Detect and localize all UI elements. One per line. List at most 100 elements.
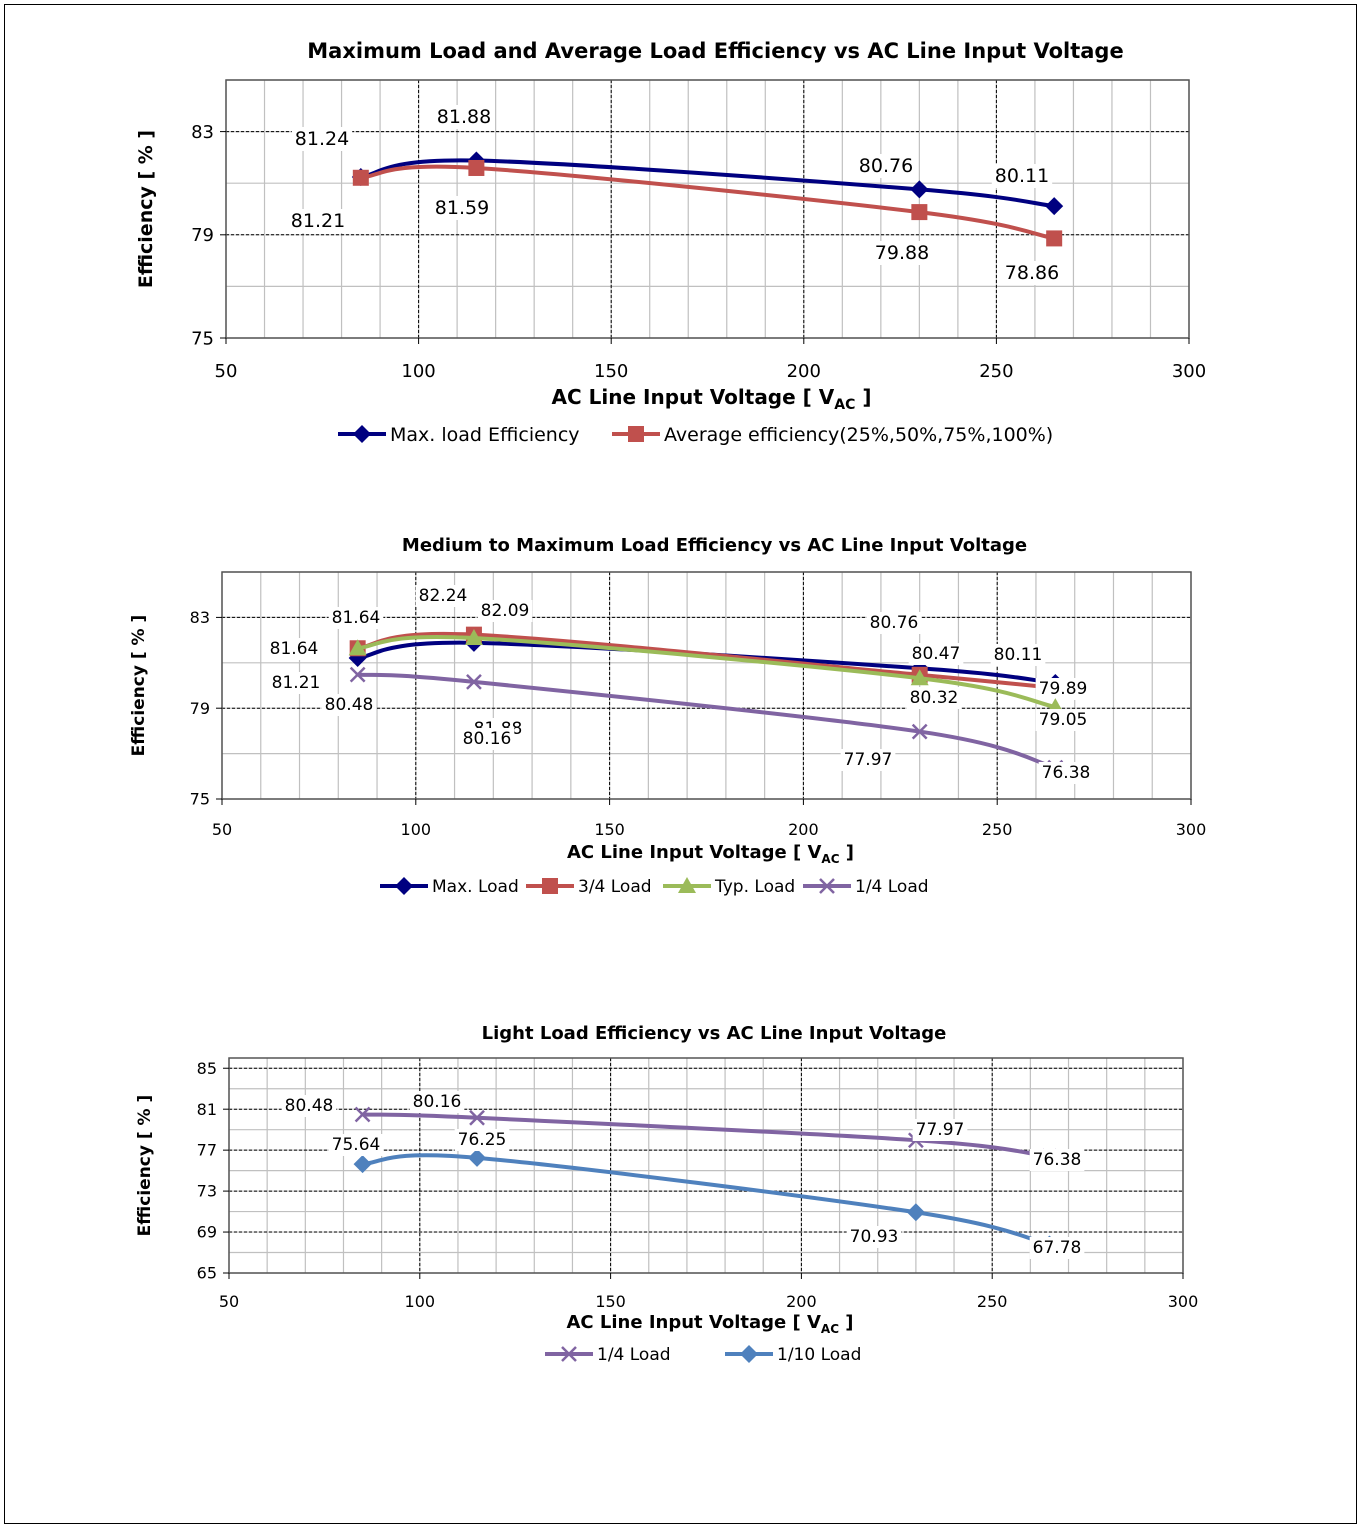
x-axis-title: AC Line Input Voltage [ VAC ]	[552, 385, 872, 413]
data-label: 81.59	[435, 197, 489, 219]
data-point	[911, 723, 928, 740]
x-tick-label: 300	[1172, 361, 1206, 382]
legend-marker	[678, 877, 696, 893]
legend-label: Average efficiency(25%,50%,75%,100%)	[664, 424, 1053, 446]
data-label-bg	[415, 585, 471, 607]
legend: 1/4 Load 1/10 Load	[545, 1345, 861, 1365]
data-label-bg	[866, 612, 922, 634]
legend-item: 1/4 Load	[803, 877, 929, 897]
legend: Max. Load 3/4 Load Typ. Load 1/4 Load	[380, 877, 929, 897]
data-label: 75.64	[332, 1135, 381, 1155]
y-tick-label: 75	[191, 328, 214, 349]
legend-label: 1/10 Load	[777, 1345, 861, 1365]
data-label: 79.05	[1039, 710, 1088, 730]
data-label-bg	[433, 105, 495, 129]
x-tick-label: 250	[982, 820, 1013, 839]
data-label-bg	[1001, 261, 1063, 285]
series-line	[355, 634, 1058, 710]
data-point	[910, 180, 929, 199]
data-point	[469, 1109, 485, 1126]
data-label-bg	[840, 749, 896, 771]
data-point	[911, 204, 928, 221]
data-label: 81.21	[291, 210, 345, 232]
y-tick-label: 77	[197, 1141, 217, 1160]
x-tick-label: 250	[977, 1292, 1008, 1311]
data-label-bg	[908, 643, 964, 665]
data-label: 70.93	[850, 1227, 899, 1247]
data-label: 80.16	[413, 1092, 462, 1112]
x-tick-label: 150	[595, 1292, 626, 1311]
data-label: 80.11	[995, 165, 1049, 187]
y-tick-label: 69	[197, 1223, 217, 1242]
data-label: 81.24	[295, 128, 349, 150]
x-axis-title: AC Line Input Voltage [ VAC ]	[566, 1312, 853, 1336]
data-label: 80.48	[325, 695, 374, 715]
x-tick-label: 100	[401, 361, 435, 382]
x-tick-label: 150	[594, 820, 625, 839]
y-tick-label: 65	[197, 1264, 217, 1283]
data-label-bg	[906, 687, 962, 709]
plot-border	[228, 1057, 1184, 1274]
data-label: 82.24	[419, 586, 468, 606]
x-tick-label: 100	[405, 1292, 436, 1311]
data-label-bg	[846, 1226, 902, 1248]
data-label-bg	[291, 127, 353, 151]
data-point	[1046, 230, 1063, 247]
data-point	[906, 1203, 925, 1222]
x-tick-label: 50	[212, 820, 232, 839]
data-label-bg	[409, 1091, 465, 1113]
data-point	[354, 1106, 371, 1123]
plot-border	[225, 79, 1190, 339]
legend-label: Typ. Load	[714, 877, 795, 897]
legend-marker	[353, 425, 371, 443]
data-point	[353, 1155, 372, 1174]
chart-title: Maximum Load and Average Load Efficiency…	[307, 39, 1123, 63]
data-label: 76.38	[1042, 763, 1091, 783]
plot-area	[226, 80, 1189, 338]
legend-label: Max. load Efficiency	[390, 424, 580, 446]
data-point	[468, 1148, 487, 1167]
y-tick-label: 79	[190, 699, 210, 718]
legend-label: 3/4 Load	[578, 877, 652, 897]
data-point	[466, 673, 482, 690]
x-tick-label: 200	[786, 1292, 817, 1311]
data-label-bg	[454, 1129, 510, 1151]
data-label-bg	[477, 600, 533, 622]
data-label-bg	[321, 694, 377, 716]
chart-medium-to-max-efficiency: 50 100 150 200 250 300 75 79 83 Medium to Maximum…	[129, 535, 1207, 897]
data-label-bg	[328, 1134, 384, 1156]
y-tick-label: 83	[190, 608, 210, 627]
data-point	[349, 666, 366, 683]
legend-item: Typ. Load	[663, 877, 795, 897]
data-label-bg	[1035, 678, 1091, 700]
data-label-bg	[281, 1095, 337, 1117]
data-label: 80.48	[285, 1096, 334, 1116]
legend: Max. load Efficiency Average efficiency(2…	[338, 424, 1053, 446]
data-label-bg	[1029, 1237, 1085, 1259]
legend-label: 1/4 Load	[597, 1345, 671, 1365]
data-label-bg	[431, 196, 493, 220]
data-label: 81.64	[270, 639, 319, 659]
y-tick-label: 81	[197, 1100, 217, 1119]
data-label-bg	[1029, 1149, 1085, 1171]
page-frame	[4, 4, 1357, 1524]
data-label-bg	[871, 241, 933, 265]
data-point	[468, 159, 485, 176]
y-axis-title: Efficiency [ % ]	[135, 130, 157, 288]
legend-marker	[628, 426, 644, 442]
data-label-bg	[912, 1119, 968, 1141]
data-label-bg	[990, 644, 1046, 666]
legend-item: 3/4 Load	[526, 877, 652, 897]
series-line	[360, 1153, 1052, 1247]
data-point	[352, 169, 369, 186]
data-label: 80.11	[994, 645, 1043, 665]
x-tick-label: 50	[215, 361, 238, 382]
y-tick-label: 75	[190, 790, 210, 809]
data-label-bg	[287, 209, 349, 233]
y-tick-label: 83	[191, 122, 214, 143]
data-label: 80.16	[463, 729, 512, 749]
x-tick-label: 150	[594, 361, 628, 382]
x-tick-label: 50	[219, 1292, 239, 1311]
x-tick-label: 300	[1176, 820, 1207, 839]
legend-marker	[819, 878, 835, 894]
